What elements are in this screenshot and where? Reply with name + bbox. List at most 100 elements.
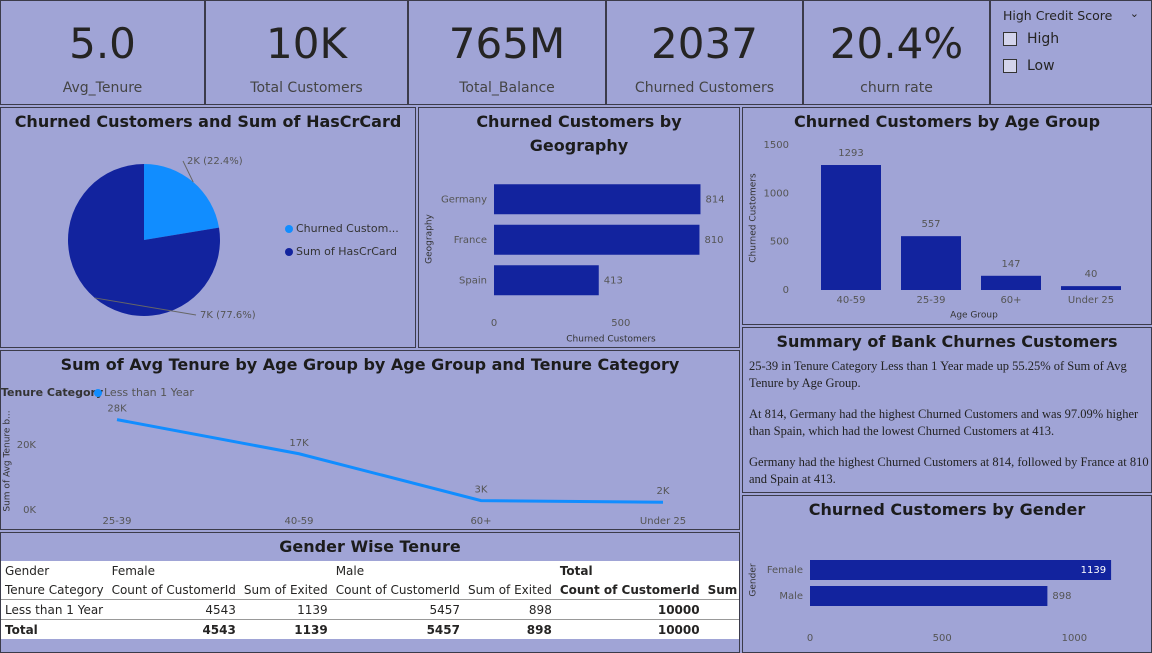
x-tick-label: Under 25 <box>640 516 686 527</box>
x-tick-label: 60+ <box>1000 295 1021 306</box>
y-tick-label: 1000 <box>764 188 789 199</box>
y-axis-title: Churned Customers <box>749 173 759 263</box>
chart: 0 500 1000 Female 1139 Male 898 Gender <box>749 560 1112 644</box>
y-tick-label: 1500 <box>764 140 789 151</box>
bar <box>821 165 881 290</box>
x-axis-title: Age Group <box>950 311 998 321</box>
slicer-option[interactable]: Low <box>1003 58 1055 74</box>
column-cell: Count of CustomerId <box>111 582 236 597</box>
bar <box>494 224 700 255</box>
column-cell: Sum of Exited <box>707 582 739 597</box>
header-cell: Gender <box>5 563 50 578</box>
column-cell: Count of CustomerId <box>559 582 700 597</box>
data-label: 17K <box>289 438 309 449</box>
header-cell: Total <box>559 563 593 578</box>
chart-title: Churned Customers by Age Group <box>793 112 1101 131</box>
leader-line <box>182 160 194 183</box>
header-row: Gender Female Male Total <box>1 561 739 580</box>
x-tick-label: 0 <box>491 318 497 329</box>
kpi-card: 765M Total_Balance <box>408 0 606 105</box>
y-tick-label: 500 <box>770 237 789 248</box>
kpi-card: 5.0 Avg_Tenure <box>0 0 205 105</box>
table-cell: 4543 <box>205 602 236 617</box>
bar <box>810 560 1112 580</box>
bar <box>1061 286 1121 290</box>
table-cell: 4543 <box>202 622 236 637</box>
checkbox <box>1003 32 1017 46</box>
header-cell: Female <box>111 563 155 578</box>
bar <box>494 184 701 215</box>
table-panel: Gender Wise Tenure Gender Female Male Total… <box>0 532 740 653</box>
table-cell: 2037 <box>704 600 739 620</box>
data-label: 814 <box>705 194 724 205</box>
legend-marker <box>94 389 102 397</box>
y-tick-label: Male <box>779 591 803 602</box>
data-label: 1139 <box>1081 565 1106 576</box>
slicer-option[interactable]: High <box>1003 31 1059 47</box>
table-cell: 5457 <box>426 622 460 637</box>
legend-title: Tenure Category <box>1 386 103 399</box>
summary-text: 25-39 in Tenure Category Less than 1 Yea… <box>743 358 1151 488</box>
table-cell: 2037 <box>704 620 739 640</box>
chart-panel: Churned Customers by Gender 0 500 1000 Femal… <box>742 495 1152 653</box>
table-cell: Less than 1 Year <box>5 602 104 617</box>
column-cell: Sum of Exited <box>467 582 552 597</box>
table-cell: 898 <box>526 622 552 637</box>
legend-label: Less than 1 Year <box>104 386 194 399</box>
kpi-label: churn rate <box>860 80 933 96</box>
table-cell: 898 <box>528 602 552 617</box>
kpi-value: 5.0 <box>69 19 136 68</box>
x-axis-title: Churned Customers <box>566 335 656 345</box>
data-label: 40 <box>1085 269 1098 280</box>
chart: 0K 20K 25-39 40-59 60+ Under 25 Tenure Categor… <box>1 386 686 527</box>
column-row: Tenure Category Count of CustomerId Sum of… <box>1 580 739 600</box>
data-label: 557 <box>921 219 940 230</box>
chart-panel: Churned Customers by Age Group 0 500 1000 15… <box>742 107 1152 325</box>
y-tick-label: France <box>454 235 487 246</box>
data-label: 413 <box>604 275 623 286</box>
data-label: 810 <box>704 235 723 246</box>
kpi-label: Avg_Tenure <box>62 80 143 96</box>
kpi-value: 10K <box>266 19 347 68</box>
data-label: 147 <box>1001 259 1020 270</box>
x-tick-label: 500 <box>611 318 630 329</box>
kpi-label: Total_Balance <box>459 80 555 96</box>
column-cell: Sum of Exited <box>243 582 328 597</box>
x-tick-label: 25-39 <box>916 295 945 306</box>
chart-title: Churned Customers by Geography <box>476 112 682 155</box>
data-label: 3K <box>475 485 488 496</box>
data-label: 898 <box>1052 591 1071 602</box>
x-tick-label: 40-59 <box>836 295 865 306</box>
summary-paragraph: Germany had the highest Churned Customer… <box>749 455 1149 486</box>
x-tick-label: 60+ <box>470 516 491 527</box>
y-tick-label: 0K <box>23 505 36 516</box>
slicer-title: High Credit Score <box>1003 8 1113 23</box>
slicer: High Credit Score ⌄ High Low <box>990 0 1152 105</box>
x-tick-label: 40-59 <box>284 516 313 527</box>
summary-panel: Summary of Bank Churnes Customers 25-39 … <box>742 327 1152 493</box>
y-tick-label: 20K <box>17 440 37 451</box>
option-label: High <box>1027 31 1060 47</box>
data-label: 7K (77.6%) <box>200 310 256 321</box>
table-cell: 1139 <box>297 602 328 617</box>
chevron[interactable]: ⌄ <box>1129 7 1139 20</box>
chart-panel: Churned Customers by Geography 0 500 German… <box>418 107 740 348</box>
bar <box>901 236 961 290</box>
data-label: 1293 <box>838 148 863 159</box>
x-tick-label: 0 <box>807 633 813 644</box>
y-tick-label: Germany <box>441 194 487 205</box>
table: Gender Female Male Total Tenure Category Coun… <box>1 561 739 640</box>
column-cell: Count of CustomerId <box>335 582 460 597</box>
legend-label: Churned Custom... <box>296 222 399 235</box>
kpi-value: 2037 <box>651 19 758 68</box>
bar <box>981 275 1041 290</box>
kpi-card: 10K Total Customers <box>205 0 408 105</box>
table-cell: Total <box>5 622 38 637</box>
kpi-label: Churned Customers <box>634 80 775 96</box>
table-title: Gender Wise Tenure <box>279 537 461 556</box>
kpi-value: 20.4% <box>829 19 964 68</box>
table-row: Less than 1 Year 4543 1139 5457 898 10000 2037 <box>1 600 739 620</box>
pie-slice <box>144 164 219 240</box>
y-tick-label: 0 <box>783 285 789 296</box>
